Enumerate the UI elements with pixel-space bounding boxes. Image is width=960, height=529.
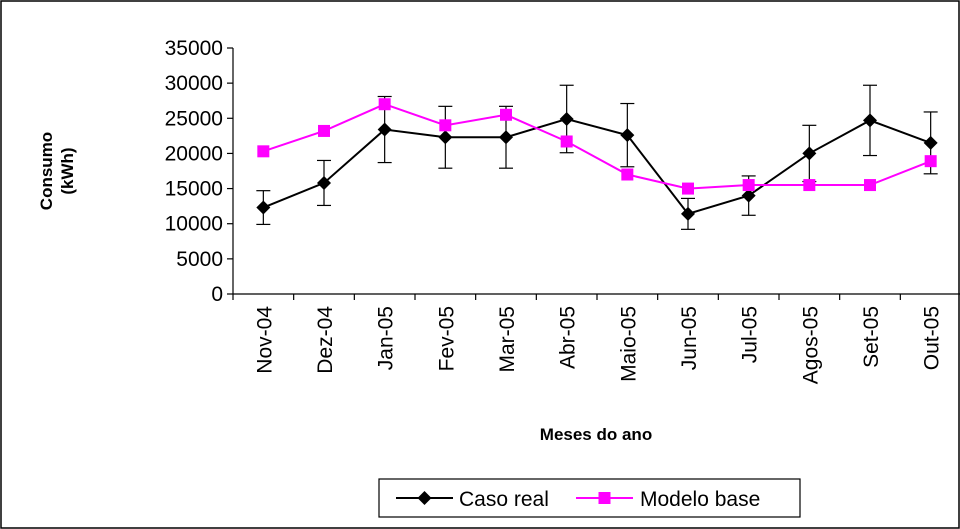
y-axis-title-line-2: (kWh) <box>58 147 77 194</box>
data-point-modelo-base <box>500 108 512 121</box>
data-point-caso-real <box>499 130 513 145</box>
y-tick-label: 35000 <box>165 37 223 60</box>
data-point-modelo-base <box>257 145 270 158</box>
y-tick-label: 0 <box>211 283 223 306</box>
data-point-modelo-base <box>318 124 330 137</box>
legend-label-caso-real: Caso real <box>459 488 549 511</box>
legend-marker-caso-real <box>417 491 432 505</box>
data-point-caso-real <box>317 175 331 190</box>
x-axis-title: Meses do ano <box>540 425 652 444</box>
data-point-caso-real <box>438 130 453 145</box>
x-tick-label: Abr-05 <box>557 306 580 369</box>
series-modelo-base <box>257 98 937 195</box>
y-axis-title-line-1: Consumo <box>37 132 56 210</box>
data-point-modelo-base <box>803 179 816 192</box>
data-point-modelo-base <box>924 155 937 168</box>
data-point-caso-real <box>559 111 574 126</box>
data-point-caso-real <box>377 122 392 137</box>
legend-label-modelo-base: Modelo base <box>640 488 760 511</box>
x-tick-label: Out-05 <box>921 306 944 370</box>
data-point-caso-real <box>863 113 877 128</box>
data-point-modelo-base <box>439 119 452 132</box>
data-point-caso-real <box>741 188 756 203</box>
y-tick-label: 20000 <box>165 142 223 165</box>
data-point-modelo-base <box>742 179 755 192</box>
y-tick-label: 10000 <box>165 213 223 236</box>
series-layer <box>256 84 938 230</box>
y-tick-label: 5000 <box>176 248 223 271</box>
data-point-caso-real <box>802 146 817 161</box>
data-point-caso-real <box>620 128 635 143</box>
x-tick-label: Dez-04 <box>314 306 337 374</box>
y-tick-label: 15000 <box>165 178 223 201</box>
x-tick-label: Jan-05 <box>375 306 398 370</box>
x-tick-label: Set-05 <box>860 306 883 368</box>
data-point-modelo-base <box>621 168 634 181</box>
data-point-modelo-base <box>864 179 876 192</box>
x-tick-label: Jul-05 <box>739 306 762 363</box>
series-line-modelo-base <box>263 103 932 190</box>
y-axis: 0 5000 10000 15000 20000 25000 30000 35000 <box>165 37 234 306</box>
legend-marker-modelo-base <box>598 492 611 504</box>
data-point-modelo-base <box>560 135 573 148</box>
x-tick-label: Mar-05 <box>496 306 519 373</box>
y-tick-label: 30000 <box>165 72 223 95</box>
series-line-caso-real <box>262 117 932 216</box>
data-point-modelo-base <box>682 182 694 195</box>
y-tick-label: 25000 <box>165 107 223 130</box>
x-tick-label: Fev-05 <box>435 306 458 371</box>
x-tick-label: Maio-05 <box>617 306 640 382</box>
x-axis: Nov-04 Dez-04 Jan-05 Fev-05 Mar-05 Abr-05 Maio… <box>232 293 960 384</box>
data-point-caso-real <box>256 200 271 215</box>
legend: Caso real Modelo base <box>378 478 801 518</box>
data-point-modelo-base <box>378 98 391 111</box>
x-tick-label: Nov-04 <box>253 306 276 374</box>
data-point-caso-real <box>681 206 695 221</box>
data-point-caso-real <box>923 135 938 150</box>
x-tick-label: Agos-05 <box>799 306 822 384</box>
x-tick-label: Jun-05 <box>678 306 701 370</box>
